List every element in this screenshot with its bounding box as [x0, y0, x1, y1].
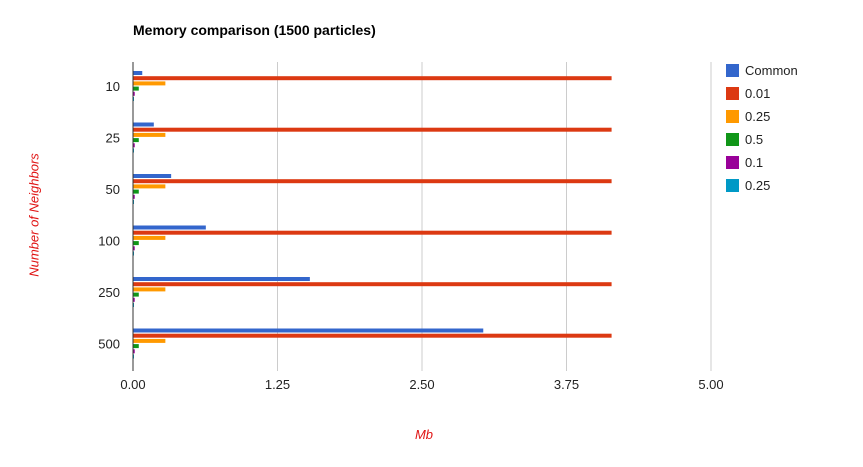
x-tick-label: 0.00 — [120, 377, 145, 392]
bar-0_01-50 — [133, 179, 612, 184]
y-tick-label: 500 — [98, 337, 120, 352]
legend-label: 0.25 — [745, 178, 771, 193]
legend-swatch — [726, 133, 739, 146]
bar-0_25-10 — [133, 81, 166, 86]
legend-item: 0.25 — [726, 105, 798, 128]
legend-swatch — [726, 87, 739, 100]
bar-Common-250 — [133, 277, 310, 281]
bar-Common-50 — [133, 174, 172, 178]
bar-0_5-50 — [133, 189, 139, 194]
bar-0_25-250 — [133, 287, 166, 292]
bar-0_1-500 — [133, 349, 135, 354]
legend-label: 0.5 — [745, 132, 764, 147]
y-tick-label: 25 — [106, 131, 120, 146]
y-tick-label: 10 — [106, 79, 120, 94]
x-tick-label: 1.25 — [265, 377, 290, 392]
bar-0_01-25 — [133, 127, 612, 132]
bar-0_01-10 — [133, 76, 612, 81]
legend-swatch — [726, 179, 739, 192]
legend: Common 0.01 0.25 0.5 0.1 0.25 — [726, 59, 798, 197]
bar-0_5-10 — [133, 86, 139, 91]
bar-0_5-100 — [133, 241, 139, 246]
y-tick-label: 250 — [98, 285, 120, 300]
bar-0_1-25 — [133, 143, 135, 148]
bar-0_01-500 — [133, 333, 612, 338]
legend-label: 0.1 — [745, 155, 764, 170]
bar-Common-100 — [133, 225, 206, 230]
x-tick-label: 2.50 — [409, 377, 434, 392]
bar-0_1-250 — [133, 297, 135, 302]
bar-Common-10 — [133, 71, 143, 75]
y-tick-label: 100 — [98, 234, 120, 249]
legend-item: Common — [726, 59, 798, 82]
bar-0_1-10 — [133, 91, 135, 96]
x-tick-label: 5.00 — [698, 377, 723, 392]
bar-0_1-100 — [133, 246, 135, 251]
legend-item: 0.01 — [726, 82, 798, 105]
bar-0_01-100 — [133, 230, 612, 235]
legend-label: 0.01 — [745, 86, 771, 101]
x-tick-label: 3.75 — [554, 377, 579, 392]
bar-0_5-250 — [133, 292, 139, 297]
bar-0_01-250 — [133, 282, 612, 287]
chart-title: Memory comparison (1500 particles) — [133, 22, 376, 38]
bar-0_25-50 — [133, 184, 166, 189]
bar-Common-25 — [133, 122, 154, 127]
bar-0_5-25 — [133, 138, 139, 143]
legend-swatch — [726, 110, 739, 123]
legend-swatch — [726, 156, 739, 169]
bar-0_25-500 — [133, 338, 166, 343]
legend-item: 0.5 — [726, 128, 798, 151]
y-tick-label: 50 — [106, 182, 120, 197]
x-axis-title: Mb — [414, 427, 434, 442]
legend-item: 0.1 — [726, 151, 798, 174]
legend-item: 0.25 — [726, 174, 798, 197]
bar-0_25-25 — [133, 132, 166, 137]
legend-label: 0.25 — [745, 109, 771, 124]
bar-0_5-500 — [133, 344, 139, 349]
bar-Common-500 — [133, 328, 484, 333]
legend-swatch — [726, 64, 739, 77]
bar-0_25-100 — [133, 235, 166, 240]
bar-0_1-50 — [133, 194, 135, 199]
legend-label: Common — [745, 63, 798, 78]
